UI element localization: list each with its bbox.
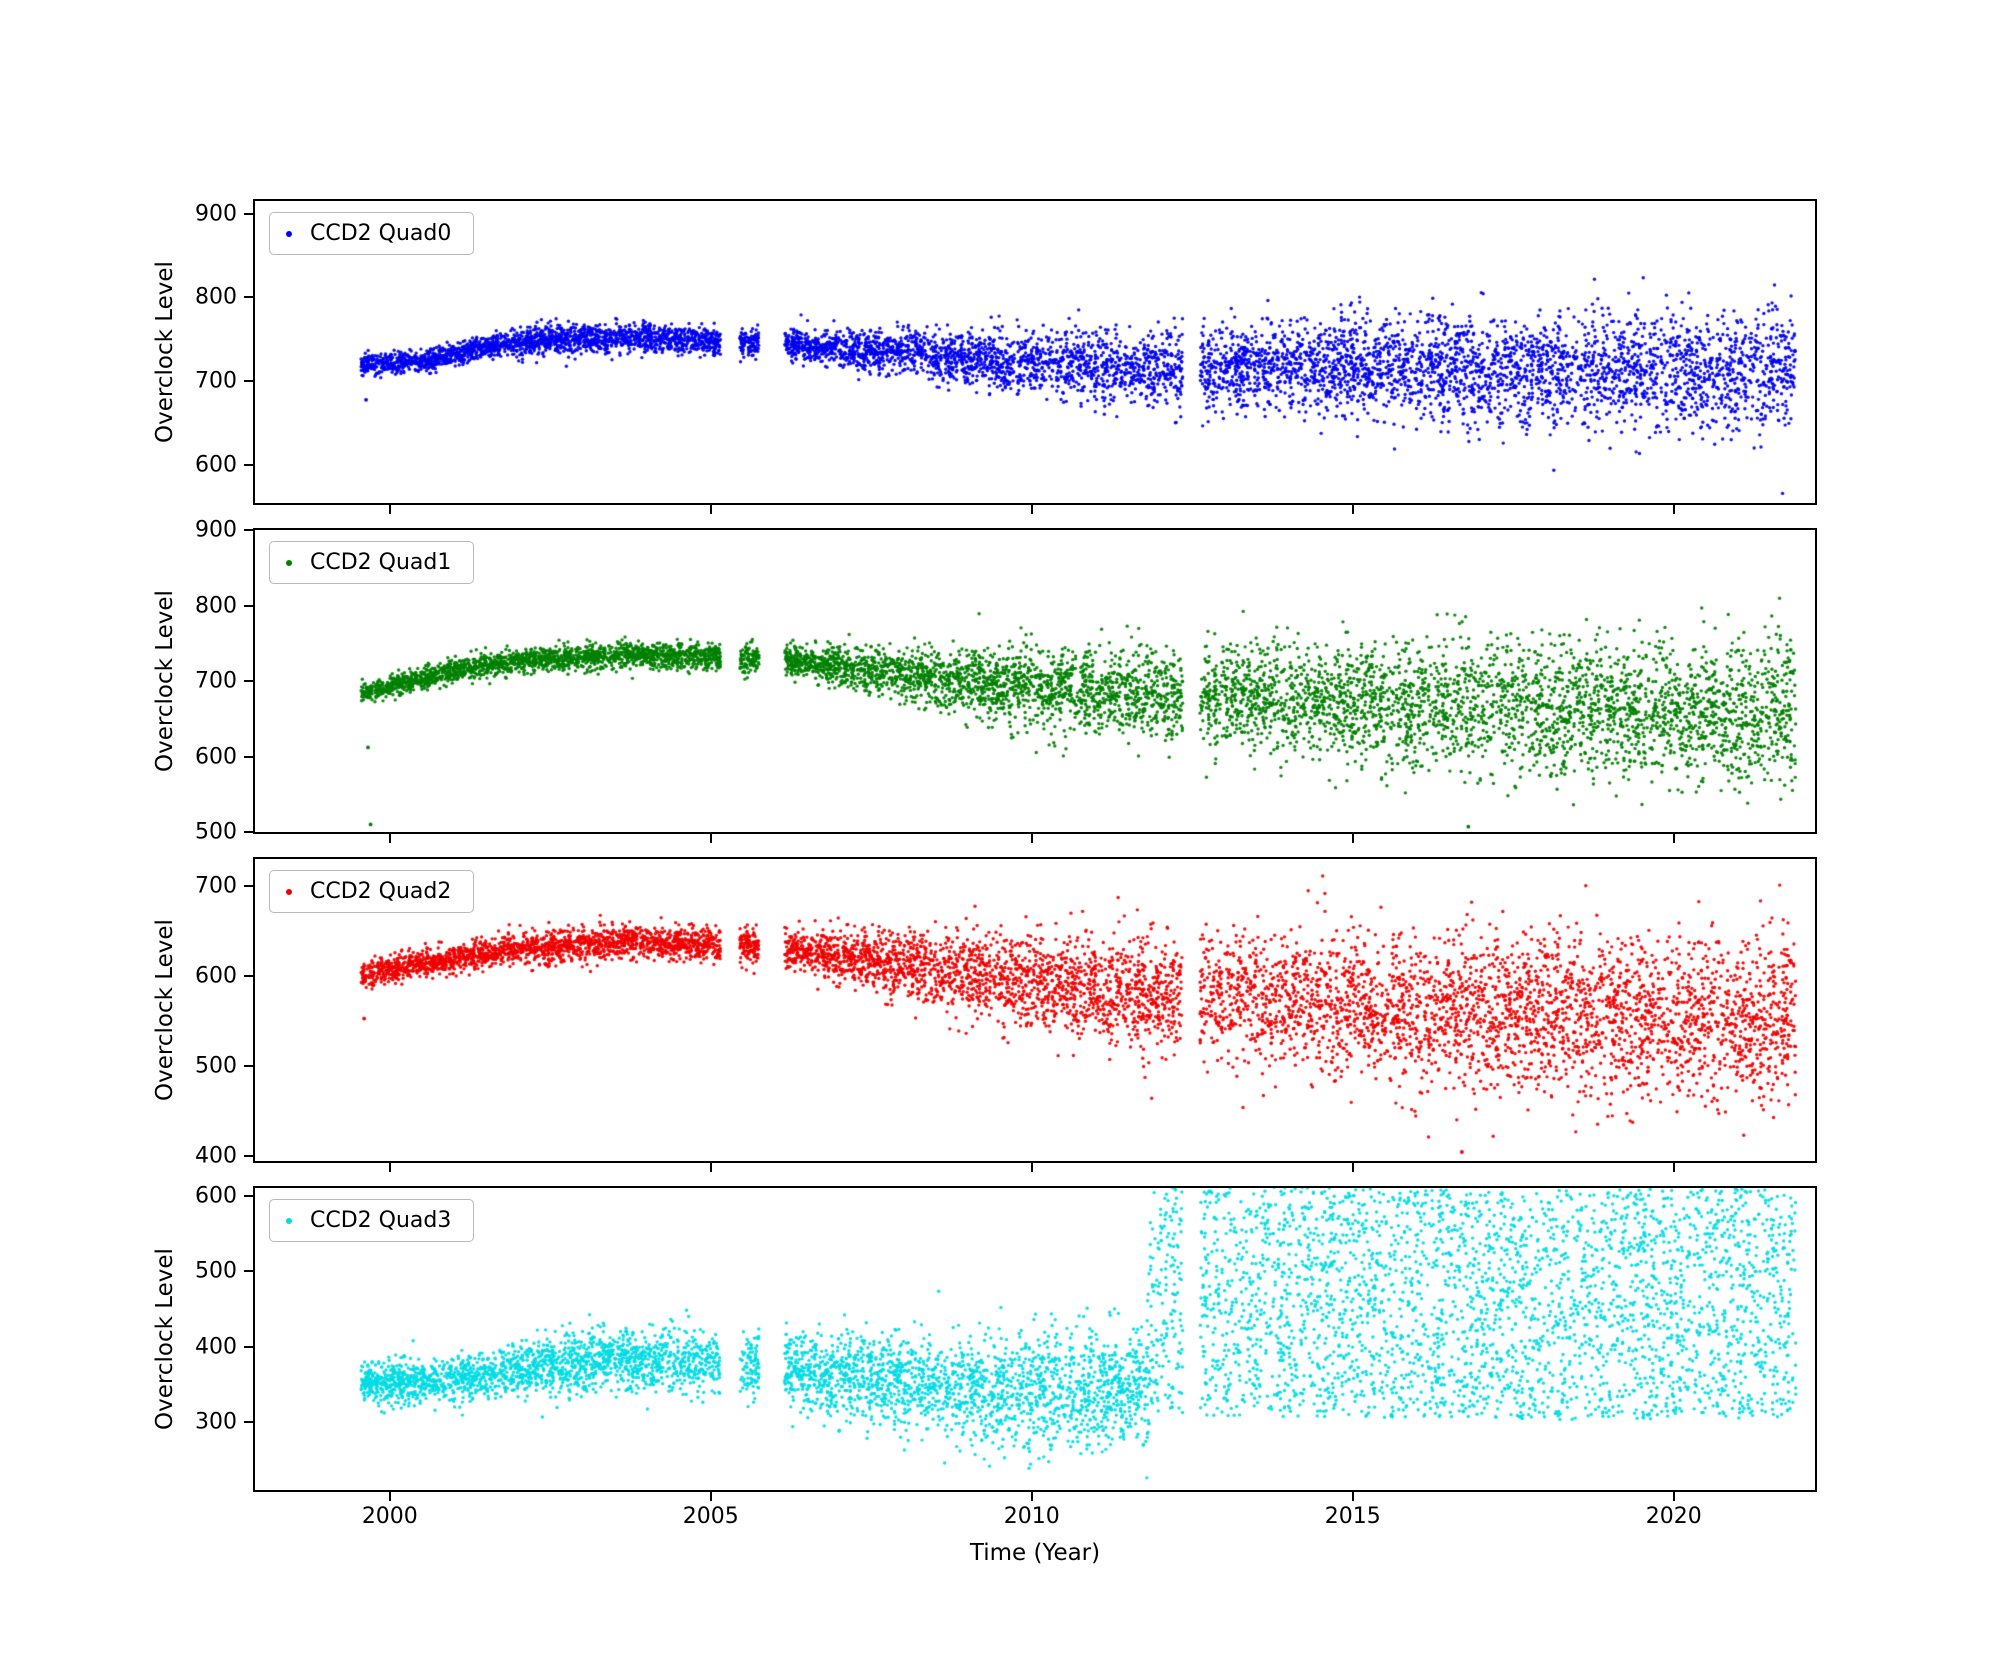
y-tick-label: 800: [195, 284, 237, 310]
x-tick-mark: [1351, 834, 1354, 843]
legend-label: CCD2 Quad1: [310, 550, 452, 575]
scatter-canvas-quad2: [255, 859, 1815, 1161]
x-tick-mark: [709, 1492, 712, 1501]
y-tick-label: 600: [195, 1183, 237, 1209]
y-axis-title: Overclock Level: [152, 919, 178, 1101]
y-tick-label: 700: [195, 873, 237, 899]
y-tick-mark: [244, 755, 253, 758]
x-axis-title: Time (Year): [969, 1540, 1101, 1566]
legend-marker-dot: [286, 888, 292, 895]
y-tick-label: 400: [195, 1334, 237, 1360]
y-tick-label: 800: [195, 593, 237, 618]
y-tick-mark: [244, 529, 253, 531]
y-tick-label: 900: [195, 201, 237, 227]
legend-quad3: CCD2 Quad3: [269, 1199, 475, 1242]
x-tick-mark: [1672, 505, 1675, 514]
panel-quad1: 500 600 700 800 900 Overclock Level CCD2 Quad1: [152, 518, 1817, 845]
y-tick-mark: [244, 1345, 253, 1348]
x-tick-mark: [1030, 505, 1033, 514]
x-tick-mark: [388, 834, 391, 843]
y-tick-label: 300: [195, 1409, 237, 1435]
x-tick-label: 2020: [1645, 1504, 1702, 1529]
y-axis-title: Overclock Level: [152, 1248, 178, 1430]
y-tick-label: 700: [195, 368, 237, 394]
y-tick-mark: [244, 464, 253, 467]
x-tick-mark: [1030, 834, 1033, 843]
scatter-canvas-quad3: [255, 1188, 1815, 1490]
legend-label: CCD2 Quad3: [310, 1208, 452, 1233]
panel-quad0: 600 700 800 900 Overclock Level CCD2 Quad0: [152, 199, 1817, 514]
legend-quad1: CCD2 Quad1: [269, 541, 475, 584]
y-tick-mark: [244, 1155, 253, 1158]
y-tick-label: 500: [195, 819, 237, 845]
x-tick-label: 2005: [682, 1504, 739, 1529]
x-tick-mark: [1351, 1163, 1354, 1172]
x-tick-mark: [709, 1163, 712, 1172]
x-tick-mark: [1672, 834, 1675, 843]
y-tick-label: 600: [195, 452, 237, 478]
x-tick-mark: [1351, 505, 1354, 514]
x-tick-mark: [1351, 1492, 1354, 1501]
y-axis-title: Overclock Level: [152, 590, 178, 772]
y-axis-title-wrap: Overclock Level: [143, 859, 187, 1161]
panel-quad2: 400 500 600 700 Overclock Level CCD2 Quad2: [152, 857, 1817, 1172]
y-axis-title: Overclock Level: [152, 261, 178, 443]
y-tick-label: 600: [195, 963, 237, 989]
legend-quad0: CCD2 Quad0: [269, 212, 475, 255]
x-tick-mark: [1030, 1492, 1033, 1501]
y-tick-mark: [244, 680, 253, 682]
y-tick-label: 500: [195, 1258, 237, 1284]
y-tick-mark: [244, 1421, 253, 1424]
x-tick-mark: [1030, 1163, 1033, 1172]
legend-label: CCD2 Quad2: [310, 879, 452, 904]
y-tick-label: 500: [195, 1053, 237, 1079]
x-tick-mark: [1672, 1492, 1675, 1501]
x-tick-mark: [709, 505, 712, 514]
x-tick-mark: [709, 834, 712, 843]
y-tick-mark: [244, 885, 253, 888]
legend-marker-dot: [286, 230, 292, 237]
x-tick-mark: [388, 505, 391, 514]
y-tick-mark: [244, 1065, 253, 1068]
y-tick-mark: [244, 296, 253, 299]
y-tick-mark: [244, 831, 253, 833]
y-axis-title-wrap: Overclock Level: [143, 1188, 187, 1490]
y-tick-mark: [244, 975, 253, 978]
legend-quad2: CCD2 Quad2: [269, 870, 475, 913]
x-tick-mark: [1672, 1163, 1675, 1172]
scatter-canvas-quad1: [255, 530, 1815, 832]
legend-label: CCD2 Quad0: [310, 221, 452, 246]
y-tick-mark: [244, 1194, 253, 1197]
y-tick-label: 600: [195, 744, 237, 769]
y-tick-mark: [244, 1270, 253, 1273]
y-axis-title-wrap: Overclock Level: [143, 530, 187, 832]
y-tick-label: 400: [195, 1143, 237, 1169]
y-tick-mark: [244, 604, 253, 607]
y-tick-label: 700: [195, 668, 237, 694]
y-tick-mark: [244, 380, 253, 383]
x-tick-label: 2000: [361, 1504, 418, 1529]
panel-quad3: 300 400 500 600 2000 2005 2010 2015 2020 Overcloc…: [152, 1183, 1817, 1529]
x-tick-label: 2015: [1324, 1504, 1381, 1529]
x-tick-label: 2010: [1003, 1504, 1060, 1529]
legend-marker-dot: [286, 559, 292, 566]
y-tick-mark: [244, 212, 253, 215]
legend-marker-dot: [286, 1217, 292, 1224]
y-axis-title-wrap: Overclock Level: [143, 201, 187, 503]
scatter-canvas-quad0: [255, 201, 1815, 503]
x-tick-mark: [388, 1492, 391, 1501]
y-tick-label: 900: [195, 517, 237, 543]
x-tick-mark: [388, 1163, 391, 1172]
